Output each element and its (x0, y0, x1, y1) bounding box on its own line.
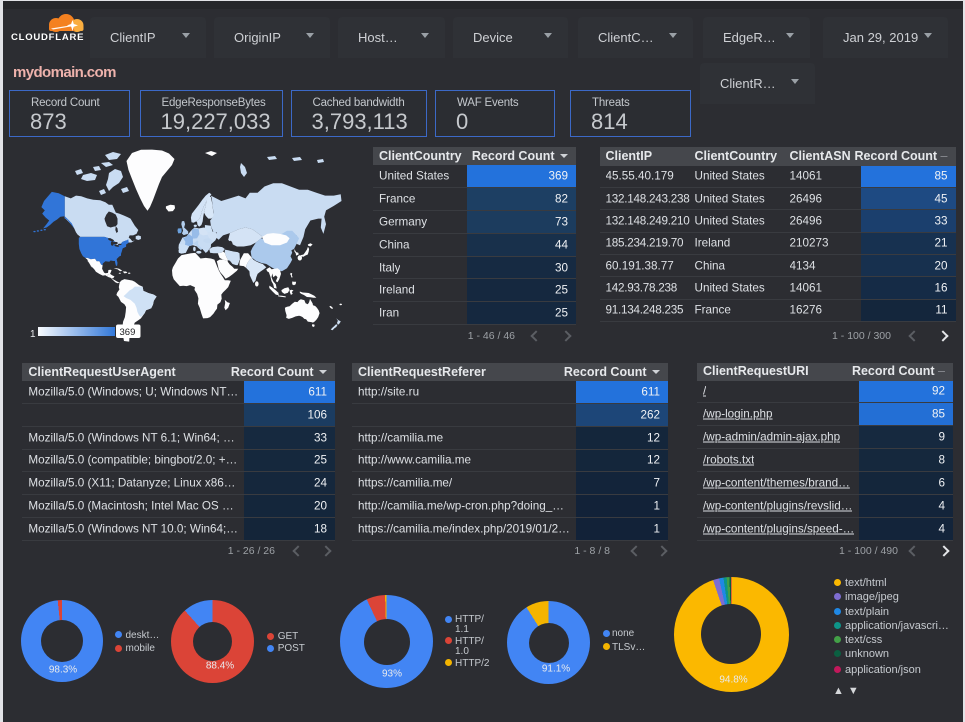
svg-text:369: 369 (120, 327, 136, 338)
svg-text:1: 1 (30, 329, 36, 340)
